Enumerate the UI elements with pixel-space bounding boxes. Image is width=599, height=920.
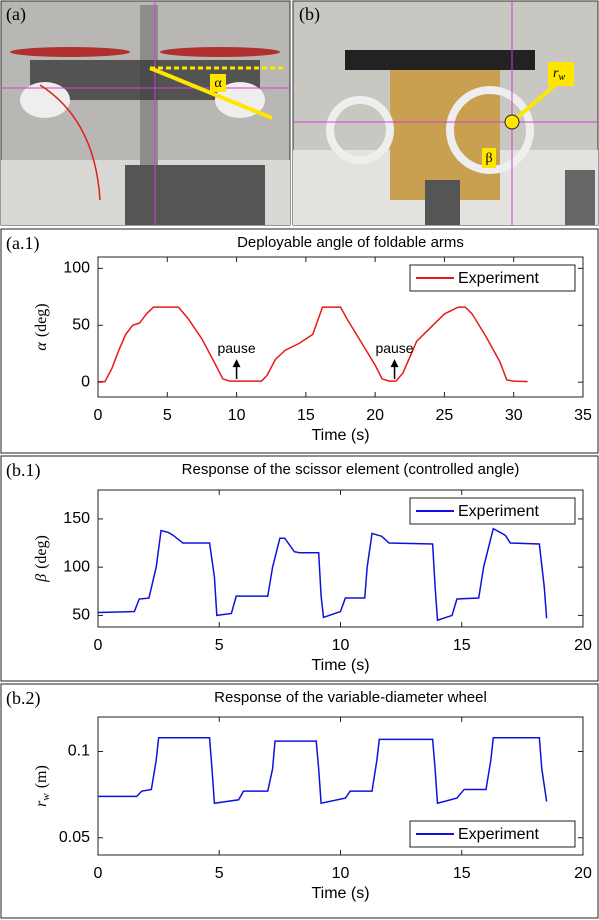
data-line [98, 306, 528, 383]
photo-annotation: α [214, 76, 222, 91]
plot-area [97, 256, 584, 398]
y-axis-label: rw (m) [33, 765, 52, 807]
annotation: pause [217, 340, 255, 356]
photo-vise [125, 165, 265, 225]
x-tick-label: 10 [332, 865, 350, 882]
x-tick-label: 0 [94, 637, 103, 654]
photo-wheel [20, 82, 70, 118]
x-tick-label: 15 [453, 637, 471, 654]
legend-box [409, 497, 576, 525]
plot-area [97, 489, 584, 628]
photo-label: (b) [299, 4, 320, 25]
photo-b: rw β (b) [292, 0, 599, 226]
annotation-arrowhead [390, 359, 399, 368]
plot-area [97, 716, 584, 856]
label-bg [482, 148, 496, 168]
subscript: w [558, 72, 565, 83]
label-bg [548, 62, 574, 86]
photo-a: α (a) [0, 0, 291, 226]
y-symbol: α [33, 342, 50, 351]
photo-label: (a) [6, 4, 26, 25]
x-axis-label: Time (s) [311, 885, 369, 902]
photo-annotation: β [485, 151, 492, 166]
y-symbol: β [33, 574, 50, 583]
x-tick-label: 25 [436, 407, 454, 424]
y-tick-label: 50 [72, 317, 90, 334]
panel-label: (b.1) [6, 460, 41, 481]
y-tick-label: 50 [72, 607, 90, 624]
annotation-arrowhead [232, 359, 241, 368]
y-unit: (deg) [33, 303, 50, 337]
y-tick-label: 100 [63, 260, 90, 277]
chart-title: Response of the scissor element (control… [182, 461, 520, 478]
y-axis-label: α (deg) [33, 303, 50, 350]
y-unit: (deg) [33, 535, 50, 569]
photo-radius-line [510, 83, 557, 124]
x-tick-label: 20 [574, 865, 592, 882]
x-tick-label: 5 [215, 637, 224, 654]
data-line [98, 736, 548, 805]
x-tick-label: 0 [94, 407, 103, 424]
x-tick-label: 15 [453, 865, 471, 882]
x-tick-label: 20 [366, 407, 384, 424]
photo-frame-bar [345, 50, 535, 70]
x-tick-label: 10 [332, 637, 350, 654]
y-tick-label: 150 [63, 510, 90, 527]
x-tick-label: 30 [505, 407, 523, 424]
y-unit: (m) [33, 765, 50, 788]
panel-label: (b.2) [6, 688, 41, 709]
photo-wheel [326, 96, 394, 164]
photo-wheel [446, 86, 534, 174]
label-bg [210, 74, 226, 92]
panel-frame [0, 683, 599, 919]
symbol: r [553, 66, 559, 81]
panel-frame [0, 228, 599, 454]
chart-title: Deployable angle of foldable arms [237, 234, 464, 251]
legend-label: Experiment [458, 503, 539, 520]
photo-arm-line [149, 66, 273, 120]
x-tick-label: 10 [228, 407, 246, 424]
chart-title: Response of the variable-diameter wheel [214, 689, 487, 706]
panel-frame [0, 455, 599, 682]
x-axis-label: Time (s) [311, 427, 369, 444]
legend-label: Experiment [458, 826, 539, 843]
y-axis-label: β (deg) [33, 535, 50, 583]
photo-vise [425, 180, 460, 225]
annotation: pause [375, 340, 413, 356]
panel-label: (a.1) [6, 233, 39, 254]
y-tick-label: 0 [81, 373, 90, 390]
photo-propeller [10, 47, 130, 57]
y-tick-label: 100 [63, 558, 90, 575]
x-tick-label: 35 [574, 407, 592, 424]
x-axis-label: Time (s) [311, 657, 369, 674]
y-symbol: r [33, 800, 50, 807]
photo-ruler [565, 170, 595, 225]
y-subscript: w [40, 793, 52, 801]
x-tick-label: 0 [94, 865, 103, 882]
photo-annotation: rw [553, 66, 565, 83]
x-tick-label: 5 [215, 865, 224, 882]
y-tick-label: 0.1 [68, 743, 90, 760]
photo-center [504, 114, 520, 130]
photo-arc [39, 84, 101, 201]
x-tick-label: 5 [163, 407, 172, 424]
legend-label: Experiment [458, 270, 539, 287]
photo-propeller [160, 47, 280, 57]
y-tick-label: 0.05 [59, 829, 90, 846]
x-tick-label: 15 [297, 407, 315, 424]
x-tick-label: 20 [574, 637, 592, 654]
data-line [97, 527, 548, 622]
